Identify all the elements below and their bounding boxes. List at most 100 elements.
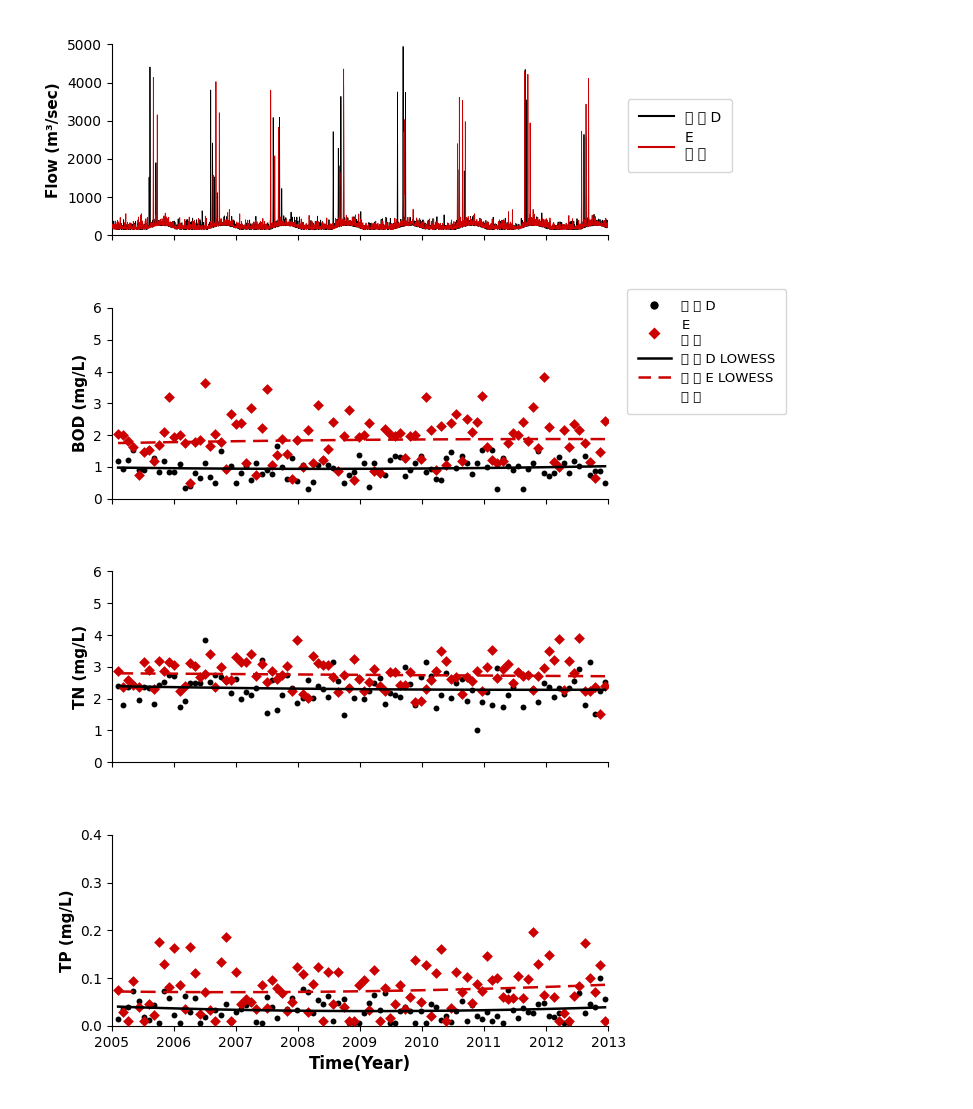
Point — [356, 1005, 372, 1022]
Point — [172, 682, 188, 700]
Point — [464, 681, 480, 699]
Point — [254, 1015, 270, 1032]
Point — [392, 977, 408, 995]
Point — [331, 995, 346, 1013]
Point — [433, 686, 449, 704]
Point — [249, 679, 265, 696]
Point — [464, 423, 480, 440]
Point — [433, 471, 449, 489]
Point — [315, 1013, 331, 1030]
Point — [162, 989, 177, 1007]
Point — [413, 1003, 428, 1020]
Point — [408, 455, 423, 472]
Point — [587, 705, 602, 723]
Point — [259, 380, 274, 398]
Point — [141, 1011, 157, 1029]
Point — [561, 1013, 577, 1030]
Point — [397, 449, 413, 467]
Point — [290, 471, 306, 489]
Point — [449, 674, 464, 692]
Point — [279, 445, 295, 462]
Point — [587, 998, 602, 1016]
Point — [356, 690, 372, 708]
Point — [561, 438, 577, 456]
Point — [417, 388, 433, 406]
Point — [500, 457, 516, 475]
Point — [541, 1007, 557, 1025]
Point — [469, 722, 485, 740]
Point — [597, 676, 613, 694]
Point — [193, 673, 208, 691]
Point — [166, 667, 182, 684]
Point — [223, 684, 238, 702]
Point — [284, 470, 300, 488]
Point — [116, 696, 131, 714]
Point — [577, 696, 593, 714]
Point — [130, 991, 146, 1009]
Point — [177, 479, 193, 497]
Point — [249, 466, 265, 484]
Point — [480, 659, 495, 676]
Point — [238, 457, 254, 475]
Y-axis label: TN (mg/L): TN (mg/L) — [73, 624, 88, 709]
Point — [428, 470, 444, 488]
Point — [459, 692, 475, 710]
Point — [459, 454, 475, 471]
Point — [387, 686, 403, 704]
Point — [587, 984, 602, 1001]
Point — [453, 670, 469, 688]
Point — [254, 419, 270, 437]
Point — [310, 653, 326, 671]
Point — [300, 689, 315, 706]
Point — [336, 427, 351, 445]
Point — [320, 987, 336, 1005]
Point — [234, 690, 249, 708]
Point — [141, 440, 157, 458]
Point — [505, 425, 521, 442]
Point — [469, 662, 485, 680]
Point — [126, 675, 141, 693]
Point — [480, 683, 495, 701]
Point — [243, 686, 259, 704]
Point — [500, 435, 516, 452]
Point — [403, 1003, 418, 1020]
Point — [229, 671, 244, 689]
Point — [279, 1000, 295, 1018]
Point — [423, 460, 439, 478]
Point — [351, 1015, 367, 1032]
Point — [336, 667, 351, 684]
Point — [494, 449, 510, 467]
Point — [428, 461, 444, 479]
Point — [413, 669, 428, 686]
Point — [152, 675, 167, 693]
Point — [485, 450, 500, 468]
Point — [254, 655, 270, 673]
Point — [187, 673, 202, 691]
Point — [310, 456, 326, 474]
Point — [469, 1007, 485, 1025]
Point — [587, 469, 602, 487]
Point — [172, 1015, 188, 1032]
Point — [423, 421, 439, 439]
Point — [571, 985, 587, 1003]
Point — [423, 995, 439, 1013]
Point — [116, 1003, 131, 1020]
Point — [551, 630, 566, 648]
Point — [351, 428, 367, 446]
Point — [279, 667, 295, 684]
Point — [505, 461, 521, 479]
Point — [336, 998, 351, 1016]
Point — [110, 452, 126, 470]
Point — [387, 447, 403, 465]
Point — [264, 998, 279, 1016]
Point — [326, 1011, 342, 1029]
Point — [229, 415, 244, 433]
Point — [213, 668, 229, 685]
Point — [571, 977, 587, 995]
Point — [300, 421, 315, 439]
Point — [351, 977, 367, 995]
Point — [361, 1001, 377, 1019]
Point — [351, 446, 367, 464]
Point — [284, 989, 300, 1007]
Point — [367, 660, 382, 678]
